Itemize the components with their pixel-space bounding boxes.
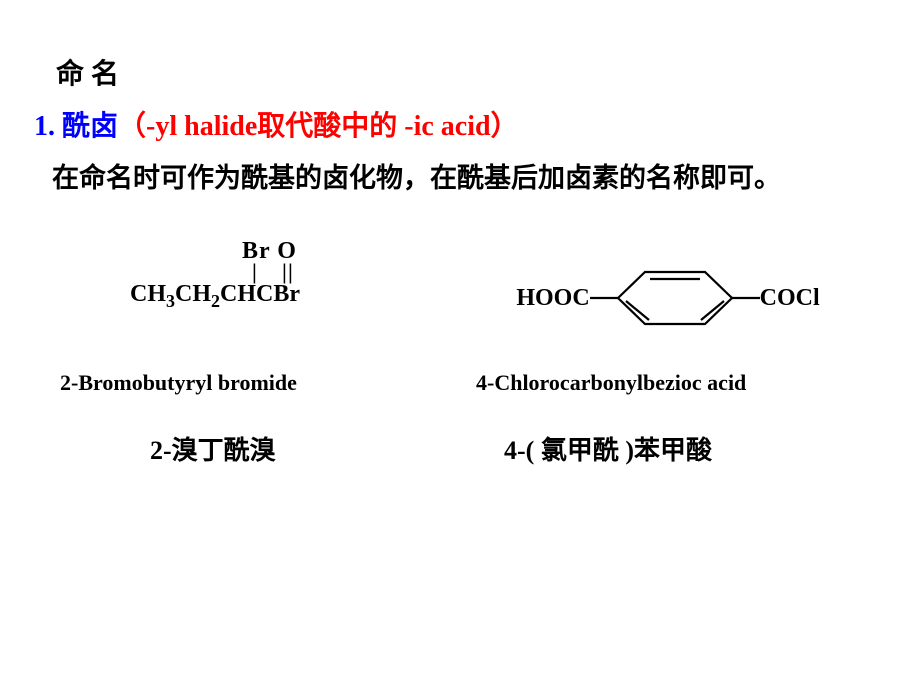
- left-chemical-structure: Br O | | | CH3CH2CHCBr: [130, 238, 390, 312]
- section-prefix: 1. 酰卤: [34, 111, 118, 142]
- right-chinese-name: 4-( 氯甲酰 )苯甲酸: [504, 430, 712, 467]
- description-text: 在命名时可作为酰基的卤化物，在酰基后加卤素的名称即可。: [52, 156, 781, 195]
- right-left-group: HOOC: [516, 285, 589, 312]
- benzene-ring-icon: [590, 260, 760, 336]
- bond-line-o2: |: [288, 259, 293, 285]
- right-english-name: 4-Chlorocarbonylbezioc acid: [476, 370, 746, 396]
- section-paren: （-yl halide取代酸中的 -ic acid）: [118, 111, 519, 142]
- left-english-name: 2-Bromobutyryl bromide: [60, 370, 297, 396]
- left-top-labels: Br O: [130, 238, 390, 265]
- page-title: 命 名: [56, 52, 119, 92]
- right-right-group: COCl: [760, 285, 820, 312]
- left-chinese-name: 2-溴丁酰溴: [150, 430, 276, 467]
- bond-line-o1: |: [282, 259, 287, 285]
- right-chemical-structure: HOOC COCl: [478, 260, 858, 336]
- section-heading: 1. 酰卤（-yl halide取代酸中的 -ic acid）: [34, 104, 519, 144]
- bond-line-br: |: [252, 259, 257, 285]
